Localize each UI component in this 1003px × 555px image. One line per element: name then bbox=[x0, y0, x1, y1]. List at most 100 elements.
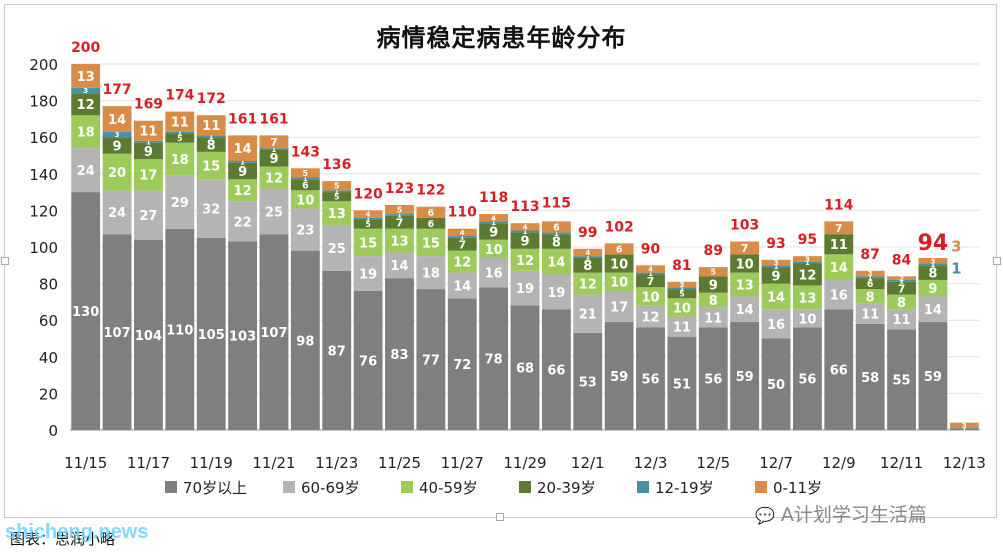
bar-value-label: 51 bbox=[673, 377, 691, 392]
bar-value-label: 7 bbox=[458, 238, 466, 251]
bar-segment bbox=[416, 206, 446, 218]
x-tick-label: 12/3 bbox=[634, 454, 668, 472]
bar-value-label: 7 bbox=[396, 216, 404, 229]
y-tick-label: 200 bbox=[29, 56, 58, 74]
bar-value-label: 98 bbox=[296, 334, 314, 349]
bar-segment bbox=[134, 190, 163, 240]
bar-segment bbox=[228, 241, 258, 430]
bar-value-label: 7 bbox=[647, 275, 655, 288]
bar-segment bbox=[573, 248, 603, 257]
bar-segment bbox=[604, 322, 634, 430]
bar-value-label: 1 bbox=[177, 129, 182, 137]
bar-value-label: 1 bbox=[303, 175, 308, 183]
bar-value-label: 9 bbox=[269, 152, 278, 167]
bar-segment bbox=[290, 177, 320, 180]
bar-segment bbox=[353, 256, 383, 291]
bar-segment bbox=[824, 254, 854, 280]
bar-value-label: 13 bbox=[736, 278, 754, 293]
bar-value-label: 1 bbox=[491, 219, 496, 227]
bar-segment bbox=[761, 309, 791, 339]
bar-value-label: 77 bbox=[422, 353, 440, 368]
bar-value-label: 5 bbox=[365, 220, 370, 229]
bar-segment bbox=[196, 237, 226, 430]
bar-segment bbox=[510, 270, 540, 306]
bar-total-label: 95 bbox=[798, 232, 817, 248]
bar-value-label: 11 bbox=[830, 238, 848, 253]
bar-value-label: 1 bbox=[774, 263, 779, 271]
bar-value-label: 107 bbox=[260, 326, 287, 341]
bar-segment bbox=[322, 270, 352, 430]
bar-segment bbox=[259, 188, 289, 235]
bar-value-label: 1 bbox=[648, 270, 653, 278]
bar-segment bbox=[730, 296, 760, 323]
bar-segment bbox=[259, 166, 289, 189]
bar-value-label: 17 bbox=[139, 169, 157, 184]
bar-value-label: 53 bbox=[579, 375, 597, 390]
bar-segment bbox=[165, 142, 195, 176]
bar-value-label: 24 bbox=[77, 164, 95, 179]
bar-value-label: 10 bbox=[798, 312, 816, 327]
bar-value-label: 5 bbox=[397, 205, 402, 214]
bar-segment bbox=[290, 250, 320, 430]
bar-value-label: 14 bbox=[767, 290, 785, 305]
bar-total-label: 90 bbox=[641, 241, 661, 257]
bar-segment bbox=[667, 336, 697, 430]
legend-swatch bbox=[283, 481, 295, 493]
bar-segment bbox=[792, 263, 822, 286]
bar-segment bbox=[416, 256, 446, 290]
bar-total-label: 93 bbox=[766, 236, 785, 252]
bar-segment bbox=[792, 327, 822, 430]
resize-handle-right[interactable] bbox=[993, 257, 1001, 265]
bar-value-label: 11 bbox=[893, 313, 911, 328]
bar-value-label: 4 bbox=[648, 266, 653, 274]
bar-segment bbox=[134, 120, 163, 141]
bar-segment bbox=[824, 221, 854, 235]
bar-value-label: 4 bbox=[366, 211, 371, 219]
bar-value-label: 110 bbox=[166, 323, 193, 338]
resize-handle-left[interactable] bbox=[1, 257, 9, 265]
bar-segment bbox=[416, 217, 446, 229]
brand-text: A计划学习生活篇 bbox=[780, 504, 927, 526]
bar-value-label: 15 bbox=[202, 160, 220, 175]
bar-value-label: 9 bbox=[489, 225, 498, 240]
bar-segment bbox=[228, 179, 258, 202]
bar-segment bbox=[290, 168, 320, 178]
x-tick-label: 12/5 bbox=[696, 454, 730, 472]
bar-segment bbox=[259, 148, 289, 151]
bar-segment bbox=[636, 274, 665, 288]
bar-value-label: 130 bbox=[72, 305, 99, 320]
bar-segment bbox=[636, 265, 665, 273]
bar-value-label: 17 bbox=[610, 300, 628, 315]
resize-handle-bottom[interactable] bbox=[496, 513, 504, 521]
bar-segment bbox=[353, 217, 383, 220]
bar-value-label: 83 bbox=[390, 348, 408, 363]
bar-value-label: 5 bbox=[334, 193, 339, 202]
bar-segment bbox=[228, 160, 258, 163]
bar-value-label: 78 bbox=[485, 353, 503, 368]
bar-segment bbox=[855, 323, 885, 430]
bar-total-label: 115 bbox=[542, 196, 571, 212]
y-tick-label: 180 bbox=[29, 93, 58, 111]
y-tick-label: 60 bbox=[39, 312, 58, 330]
bar-value-label: 9 bbox=[772, 269, 781, 284]
bar-total-label: 177 bbox=[102, 82, 131, 98]
bar-segment bbox=[604, 272, 634, 291]
bar-value-label: 2 bbox=[899, 275, 904, 283]
bar-value-label: 4 bbox=[585, 249, 590, 257]
bar-segment bbox=[165, 175, 195, 229]
bar-segment bbox=[824, 309, 854, 430]
bar-value-label: 16 bbox=[830, 289, 848, 304]
bar-segment bbox=[385, 215, 414, 229]
bar-segment bbox=[541, 221, 571, 233]
bar-total-label: 169 bbox=[134, 97, 163, 113]
bar-value-label: 1 bbox=[209, 133, 214, 141]
bar-value-label: 13 bbox=[328, 207, 346, 222]
bar-value-label: 1 bbox=[460, 234, 465, 242]
bar-value-label: 55 bbox=[893, 374, 911, 389]
bar-segment bbox=[322, 190, 352, 193]
bar-value-label: 12 bbox=[453, 256, 471, 271]
bar-value-label: 76 bbox=[359, 354, 377, 369]
bar-segment bbox=[573, 257, 603, 273]
bar-value-label: 6 bbox=[616, 244, 623, 255]
bar-segment bbox=[855, 303, 885, 324]
